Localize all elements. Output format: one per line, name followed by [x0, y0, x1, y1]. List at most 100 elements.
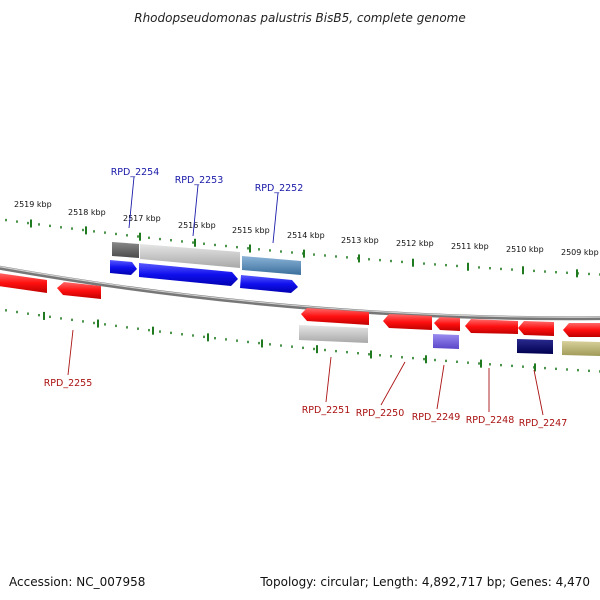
tick-label-2510: 2510 kbp	[506, 245, 544, 254]
lower-major-tick	[43, 311, 45, 320]
gene-label-rpd-2253[interactable]: RPD_2253	[175, 175, 224, 186]
upper-major-tick	[522, 266, 524, 275]
leader-rpd-2249	[436, 364, 445, 410]
gene-label-rpd-2247[interactable]: RPD_2247	[519, 418, 568, 429]
lower-minor-tick	[456, 360, 458, 363]
upper-minor-tick	[60, 226, 62, 229]
upper-minor-tick	[269, 249, 271, 252]
feature-rpd-2254-box[interactable]	[112, 242, 139, 258]
lower-minor-tick	[214, 336, 216, 340]
lower-minor-tick	[445, 359, 447, 363]
feature-right-edge-box[interactable]	[562, 341, 600, 356]
lower-minor-tick	[500, 363, 502, 367]
upper-minor-tick	[137, 235, 139, 238]
genome-backbone	[0, 265, 600, 321]
lower-minor-tick	[181, 333, 183, 336]
upper-major-tick	[30, 219, 32, 228]
gene-arrow-rpd-2255[interactable]	[57, 282, 101, 299]
leader-rpd-2247	[533, 369, 544, 416]
upper-minor-tick	[258, 248, 260, 251]
upper-minor-tick	[544, 270, 546, 273]
upper-minor-tick	[280, 250, 282, 253]
upper-minor-tick	[148, 236, 150, 239]
gene-label-rpd-2254[interactable]: RPD_2254	[111, 167, 160, 178]
gene-arrow-rpd-2251[interactable]	[301, 308, 369, 325]
lower-minor-tick	[5, 309, 7, 312]
lower-minor-tick	[16, 310, 18, 314]
upper-minor-tick	[368, 258, 370, 261]
gene-arrow-rpd-2254[interactable]	[110, 260, 137, 275]
lower-major-tick	[152, 326, 154, 335]
upper-major-tick	[249, 244, 251, 253]
leader-rpd-2254	[128, 176, 135, 229]
upper-minor-tick	[423, 262, 425, 265]
gene-arrow-rpd-2253[interactable]	[139, 263, 238, 286]
scale-labels: 2519 kbp 2518 kbp 2517 kbp 2516 kbp 2515…	[14, 200, 599, 257]
upper-minor-tick	[82, 228, 84, 232]
upper-minor-tick	[346, 256, 348, 259]
lower-minor-tick	[302, 346, 304, 350]
upper-minor-tick	[192, 241, 194, 244]
upper-major-tick	[358, 254, 360, 263]
map-title: Rhodopseudomonas palustris BisB5, comple…	[134, 11, 466, 25]
lower-major-tick	[316, 345, 318, 354]
feature-rpd-2247-box[interactable]	[517, 339, 553, 354]
feature-rpd-2251-box[interactable]	[299, 325, 368, 343]
upper-minor-tick	[71, 227, 73, 230]
gene-label-rpd-2250[interactable]: RPD_2250	[356, 408, 405, 419]
lower-minor-tick	[203, 335, 205, 339]
gene-arrow-right-edge[interactable]	[563, 323, 600, 337]
upper-minor-tick	[324, 254, 326, 257]
gene-arrow-rpd-2252[interactable]	[240, 275, 298, 293]
genome-backbone-highlight	[0, 266, 600, 318]
tick-label-2515: 2515 kbp	[232, 226, 270, 235]
upper-minor-tick	[313, 253, 315, 256]
gene-label-rpd-2248[interactable]: RPD_2248	[466, 415, 515, 426]
upper-minor-tick	[500, 267, 502, 271]
genome-summary-text: Topology: circular; Length: 4,892,717 bp…	[259, 575, 590, 589]
upper-minor-tick	[566, 271, 568, 274]
lower-minor-tick	[379, 354, 381, 357]
lower-major-tick	[480, 359, 482, 368]
gene-arrow-rpd-2248[interactable]	[465, 319, 518, 334]
upper-minor-tick	[203, 242, 205, 245]
lower-major-tick	[261, 339, 263, 348]
gene-arrow-rpd-2249[interactable]	[434, 317, 460, 331]
lower-minor-tick	[324, 348, 326, 352]
upper-minor-tick	[434, 263, 436, 266]
feature-rpd-2249-box[interactable]	[433, 334, 459, 349]
feature-rpd-2253-box[interactable]	[140, 244, 240, 268]
lower-minor-tick	[401, 356, 403, 359]
gene-label-rpd-2255[interactable]: RPD_2255	[44, 378, 93, 389]
gene-label-rpd-2252[interactable]: RPD_2252	[255, 183, 304, 194]
lower-minor-tick	[566, 368, 568, 371]
lower-minor-tick	[159, 330, 161, 333]
tick-label-2519: 2519 kbp	[14, 200, 52, 209]
gene-label-rpd-2249[interactable]: RPD_2249	[412, 412, 461, 423]
gene-arrow-left-edge[interactable]	[0, 273, 47, 293]
gene-arrow-rpd-2250[interactable]	[383, 314, 432, 330]
gene-arrow-rpd-2247[interactable]	[518, 321, 554, 336]
tick-label-2517: 2517 kbp	[123, 214, 161, 223]
lower-minor-tick	[412, 356, 414, 360]
gene-label-rpd-2251[interactable]: RPD_2251	[302, 405, 351, 416]
upper-minor-tick	[16, 220, 18, 223]
upper-major-tick	[412, 258, 414, 267]
minus-strand-features	[0, 273, 600, 356]
feature-rpd-2252-box[interactable]	[242, 256, 301, 275]
lower-minor-tick	[434, 358, 436, 362]
upper-minor-tick	[214, 243, 216, 247]
lower-minor-tick	[93, 321, 95, 325]
upper-minor-tick	[588, 272, 590, 276]
lower-major-tick	[425, 355, 427, 364]
upper-minor-tick	[456, 264, 458, 268]
lower-minor-tick	[247, 340, 249, 344]
lower-minor-tick	[511, 364, 513, 368]
upper-minor-tick	[181, 240, 183, 243]
upper-minor-tick	[49, 224, 51, 228]
leader-rpd-2253	[192, 184, 199, 237]
upper-minor-tick	[291, 251, 293, 254]
lower-minor-tick	[38, 313, 40, 317]
upper-major-tick	[85, 226, 87, 235]
